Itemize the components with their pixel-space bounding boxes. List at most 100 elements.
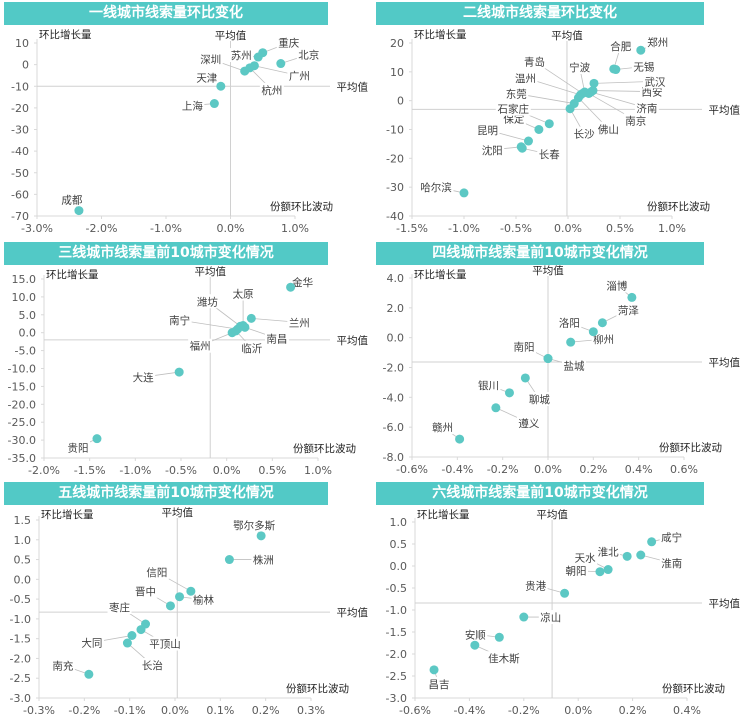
y-tick-label: -3.0 xyxy=(386,692,407,705)
x-tick-label: -0.1% xyxy=(114,704,146,717)
data-point xyxy=(74,206,84,216)
point-label: 晋中 xyxy=(135,585,156,598)
x-tick-label: 1.0% xyxy=(304,464,332,477)
y-tick-label: 10 xyxy=(15,37,29,50)
x-tick-label: 0.0% xyxy=(161,704,189,717)
x-tick-label: 0.6% xyxy=(670,463,698,476)
x-tick-label: -2.0% xyxy=(28,464,60,477)
point-label: 南充 xyxy=(52,659,73,672)
avg-y-label: 平均值 xyxy=(337,606,369,619)
y-tick-label: -5.0 xyxy=(15,345,36,358)
data-point xyxy=(258,48,268,58)
data-point xyxy=(216,81,226,91)
label-background xyxy=(107,600,132,615)
chart-panel-tier4: 四线城市线索量前10城市变化情况 4.0 2.0 0.0 -2.0 -4.0 -6.0 -8… xyxy=(372,240,744,480)
y-tick-label: -2.0 xyxy=(383,362,404,375)
point-label: 东莞 xyxy=(506,88,527,101)
y-tick-label: -20 xyxy=(11,102,29,115)
point-label: 贵阳 xyxy=(67,442,88,455)
chart-title: 六线城市线索量前10城市变化情况 xyxy=(376,482,704,505)
label-background xyxy=(198,52,223,67)
point-label: 杭州 xyxy=(261,84,282,97)
point-label: 青岛 xyxy=(524,55,545,68)
label-background xyxy=(418,179,454,194)
data-point xyxy=(256,531,266,541)
data-point xyxy=(459,188,469,198)
data-point xyxy=(622,551,632,561)
x-tick-label: -0.6% xyxy=(399,704,431,717)
point-label: 长沙 xyxy=(574,129,595,141)
data-point xyxy=(523,136,533,146)
data-point xyxy=(174,367,184,377)
label-background xyxy=(659,556,684,570)
label-background xyxy=(59,192,84,207)
y-tick-label: -4.0 xyxy=(383,391,404,404)
point-label: 南宁 xyxy=(169,314,190,327)
point-label: 南昌 xyxy=(266,332,287,345)
y-axis-title: 环比增长量 xyxy=(46,268,99,281)
data-point xyxy=(224,555,234,565)
point-label: 佳木斯 xyxy=(488,652,520,665)
label-background xyxy=(562,358,586,373)
label-background xyxy=(516,415,541,430)
avg-x-label: 平均值 xyxy=(532,264,564,277)
point-label: 枣庄 xyxy=(109,601,130,614)
y-tick-label: 0.5 xyxy=(14,554,32,567)
point-label: 昌吉 xyxy=(429,679,450,691)
label-background xyxy=(557,315,582,330)
chart-panel-tier2: 二线城市线索量环比变化 20 10 0 -10 -20 -30 -40 -1.5% -1.0% -… xyxy=(372,0,744,240)
point-label: 银川 xyxy=(478,379,499,392)
data-point xyxy=(165,601,175,611)
x-tick-label: 0.0% xyxy=(554,222,582,235)
label-background xyxy=(572,126,597,141)
chart-panel-tier5: 五线城市线索量前10城市变化情况 1.5 1.0 0.5 0.0 -0.5 -1.0 -1.… xyxy=(0,480,372,724)
data-point xyxy=(136,625,146,635)
y-tick-label: 10.0 xyxy=(12,291,37,304)
scatter-plot: 15.0 10.0 5.0 0.0 -5.0 -10.0 -15.0 -20.0 -25.0 -3… xyxy=(8,265,369,477)
avg-x-label: 平均值 xyxy=(215,29,247,42)
label-background xyxy=(463,627,488,642)
data-point xyxy=(246,313,256,323)
point-label: 赣州 xyxy=(432,421,453,434)
y-tick-label: -10 xyxy=(386,124,404,137)
data-point xyxy=(566,337,576,347)
label-background xyxy=(287,68,312,83)
x-tick-label: 0.0% xyxy=(217,222,245,235)
label-background xyxy=(180,98,205,113)
point-label: 鄂尔多斯 xyxy=(233,519,275,532)
y-tick-label: -15.0 xyxy=(8,380,36,393)
chart-title: 四线城市线索量前10城市变化情况 xyxy=(376,242,704,265)
label-background xyxy=(563,563,588,578)
x-tick-label: 0.2% xyxy=(252,704,280,717)
y-tick-label: 0.5 xyxy=(390,538,408,551)
label-background xyxy=(623,113,648,128)
point-label: 温州 xyxy=(515,73,536,85)
data-point xyxy=(636,550,646,560)
label-background xyxy=(643,74,667,89)
y-tick-label: -1.0 xyxy=(386,604,407,617)
x-axis-title: 份额环比波动 xyxy=(647,200,710,213)
y-tick-label: -60 xyxy=(11,188,29,201)
data-point xyxy=(470,640,480,650)
x-tick-label: 0.4% xyxy=(673,704,701,717)
data-point xyxy=(429,665,439,675)
y-tick-label: -8.0 xyxy=(383,451,404,464)
point-label: 菏泽 xyxy=(618,305,639,317)
data-point xyxy=(544,119,554,129)
x-tick-label: -3.0% xyxy=(21,222,53,235)
x-tick-label: -0.3% xyxy=(23,704,55,717)
label-background xyxy=(567,60,592,75)
point-label: 淄博 xyxy=(606,279,627,292)
label-background xyxy=(287,315,312,330)
data-point xyxy=(636,45,646,55)
x-tick-label: 0.0% xyxy=(564,704,592,717)
point-label: 昆明 xyxy=(477,125,498,137)
x-tick-label: -0.2% xyxy=(487,463,519,476)
label-background xyxy=(513,70,538,85)
y-tick-label: 0 xyxy=(22,59,29,72)
y-tick-label: 15.0 xyxy=(12,273,37,286)
y-tick-label: -1.5 xyxy=(386,626,407,639)
y-tick-label: -2.5 xyxy=(386,670,407,683)
point-label: 平顶山 xyxy=(149,639,181,651)
y-tick-label: -10 xyxy=(11,80,29,93)
